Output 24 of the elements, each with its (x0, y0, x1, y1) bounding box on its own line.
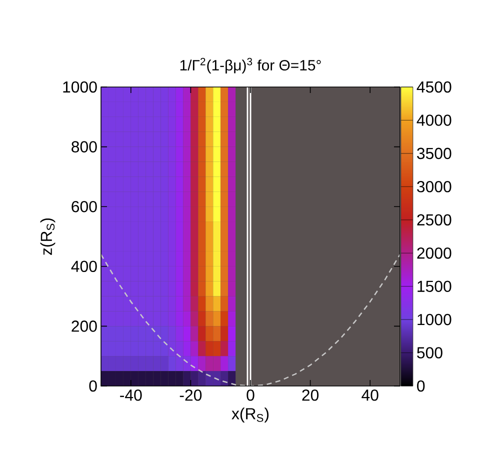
y-tick-label: 600 (72, 200, 97, 212)
y-tick-label: 800 (72, 141, 97, 152)
x-tick-label: -40 (120, 390, 142, 401)
y-tick-label: 400 (71, 260, 97, 272)
color-bar-label: 3500 (417, 148, 452, 160)
color-bar-label: 1500 (418, 280, 452, 292)
chart-title: 1/Γ$^{2}$(1-βμ)$^{3}$ for Θ=15° (180, 58, 321, 74)
y-tick-label: 1000 (63, 81, 97, 93)
color-bar-label: 3000 (417, 181, 452, 192)
x-tick-label: -20 (180, 390, 202, 401)
y-tick-label: 200 (72, 320, 97, 332)
color-bar-label: 0 (417, 380, 425, 392)
x-axis-title: x(R$_{S}$) (232, 408, 269, 422)
color-bar-label: 2000 (417, 247, 452, 259)
y-axis-title: z(R$_{S}$) (40, 218, 56, 255)
x-tick-label: 0 (246, 390, 254, 401)
color-bar-label: 4000 (416, 114, 452, 126)
x-tick-label: 40 (362, 390, 378, 401)
color-bar-label: 2500 (417, 214, 452, 226)
color-bar-label: 4500 (416, 81, 452, 93)
color-bar-label: 500 (417, 347, 442, 358)
x-tick-label: 20 (302, 390, 319, 401)
y-tick-label: 0 (89, 380, 97, 392)
color-bar-label: 1000 (418, 314, 452, 326)
